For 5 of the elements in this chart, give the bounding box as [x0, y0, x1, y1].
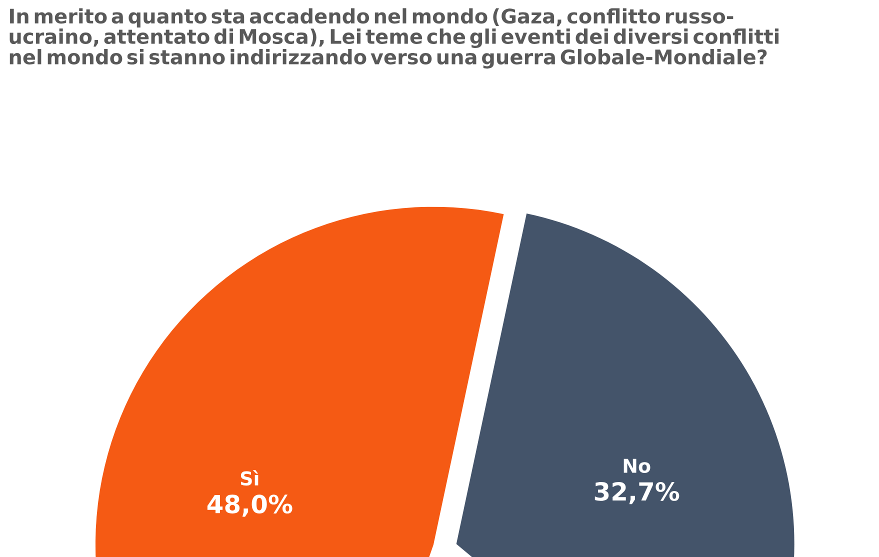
data-label: 48,0%	[207, 494, 292, 517]
chart-title: In merito a quanto sta accadendo nel mondo (Gaza, conflitto russo-ucraino, attentato di Mosca), Lei teme che gli eventi dei diversi conflitti nel mondo si stanno indirizzando verso una guerra Globale-Mondiale?	[10, 8, 779, 69]
data-label: 32,7%	[594, 482, 680, 504]
slice-label: Sì	[240, 470, 258, 486]
slice-label: No	[624, 458, 650, 473]
